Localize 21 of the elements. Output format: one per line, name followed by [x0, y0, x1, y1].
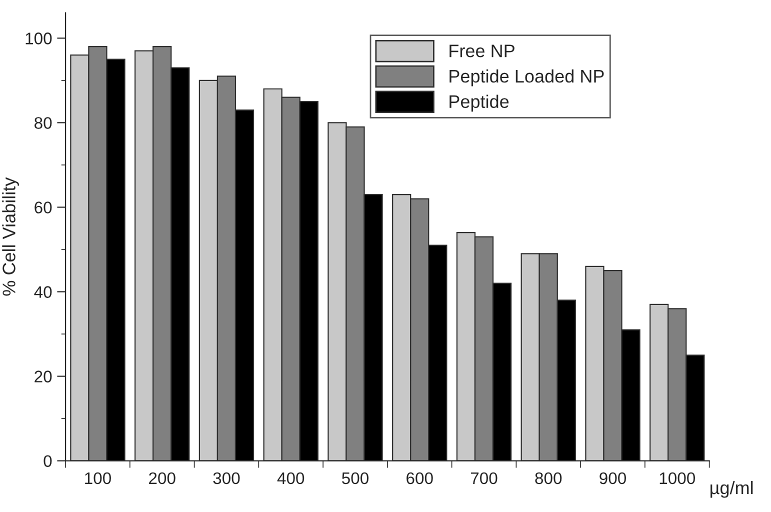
x-tick-label: 900 — [600, 472, 626, 484]
legend-label: Free NP — [450, 44, 514, 58]
y-tick-label: 0 — [44, 455, 52, 468]
x-tick-label: 500 — [342, 472, 368, 484]
x-tick-label: 300 — [213, 472, 240, 484]
y-tick-label: 20 — [34, 370, 52, 382]
legend-label: Peptide Loaded NP — [450, 69, 604, 86]
x-tick-label: 1000 — [660, 472, 696, 484]
y-tick-label: 80 — [34, 117, 52, 129]
x-axis-title: µg/ml — [710, 480, 753, 498]
x-tick-label: 200 — [149, 472, 176, 484]
y-tick-label: 100 — [26, 32, 52, 44]
y-axis-title: % Cell Viability — [2, 177, 19, 296]
y-tick-label: 60 — [34, 202, 52, 214]
x-tick-label: 700 — [470, 472, 498, 484]
legend-label: Peptide — [450, 94, 509, 112]
x-tick-label: 400 — [277, 472, 304, 484]
y-tick-label: 40 — [34, 286, 52, 298]
x-tick-label: 100 — [85, 472, 111, 484]
x-tick-label: 600 — [406, 472, 433, 484]
x-tick-label: 800 — [535, 472, 562, 484]
